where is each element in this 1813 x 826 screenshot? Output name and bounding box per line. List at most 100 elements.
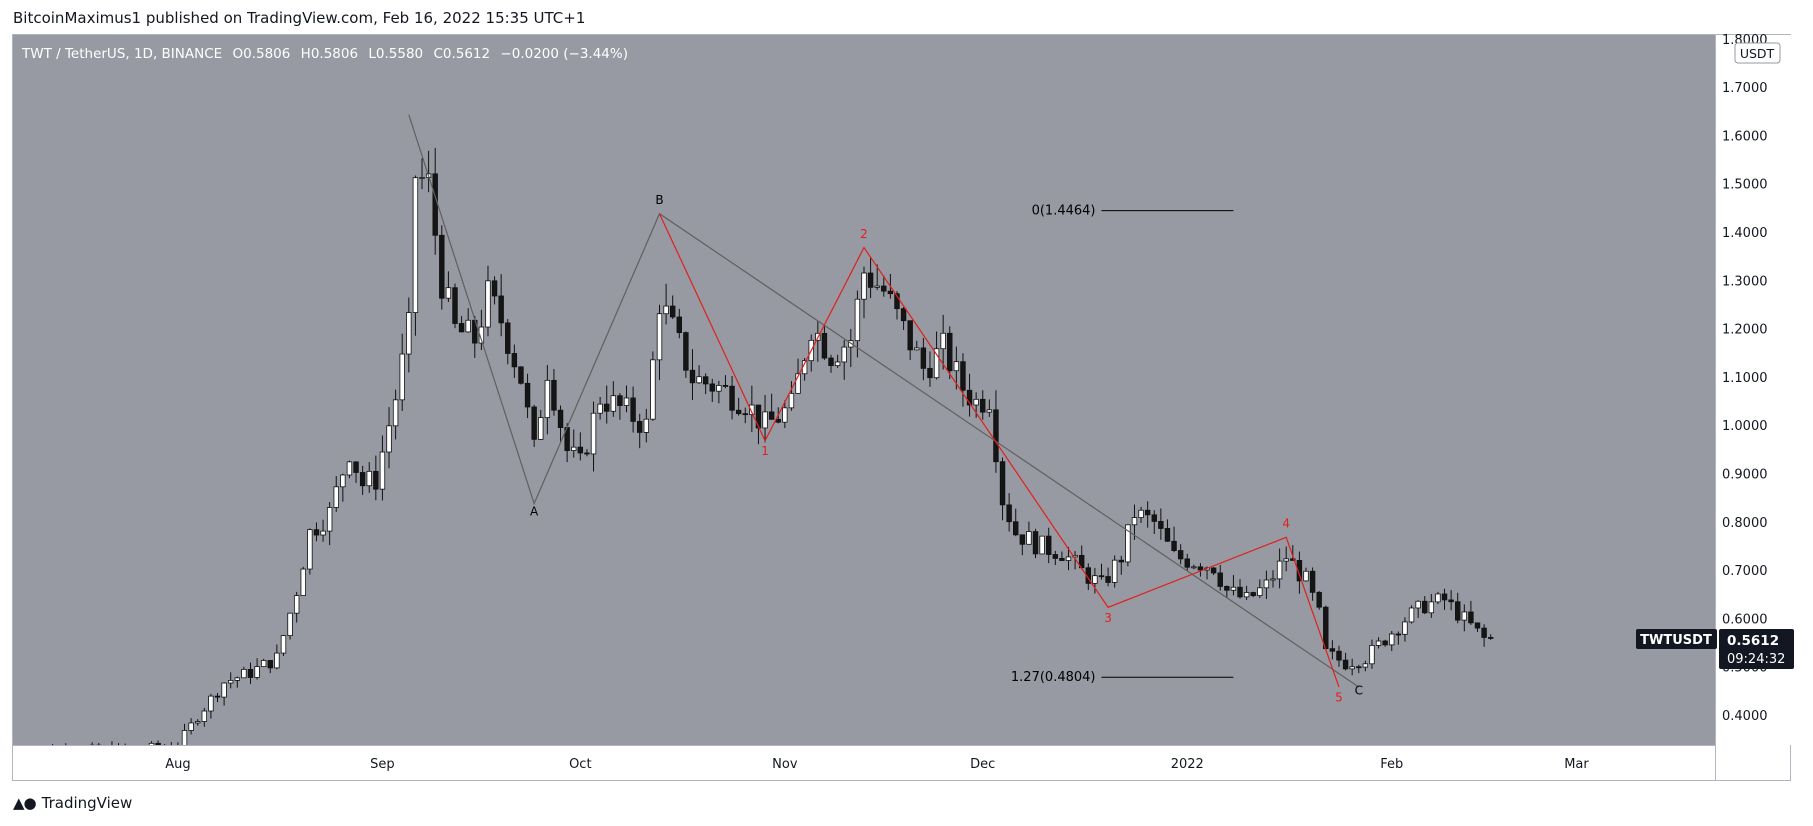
candle-body xyxy=(274,652,280,669)
candle-body xyxy=(1474,622,1481,629)
candle-body xyxy=(544,379,551,419)
impulse-wave-label: 2 xyxy=(860,227,868,241)
high-value: 0.5806 xyxy=(311,46,358,62)
candle-body xyxy=(221,682,227,698)
candle-body xyxy=(894,293,900,310)
y-tick-label: 0.6000 xyxy=(1722,612,1768,627)
candle-body xyxy=(920,347,927,369)
x-tick-label: Nov xyxy=(772,757,798,772)
candle-body xyxy=(505,322,511,354)
impulse-wave-label: 1 xyxy=(761,444,769,458)
fib-levels-layer: 0(1.4464) 1.27(0.4804) xyxy=(1011,204,1234,685)
candle-body xyxy=(1026,531,1032,545)
candle-body xyxy=(571,446,577,451)
plot-area[interactable] xyxy=(13,35,1715,745)
candle-body xyxy=(1382,640,1388,646)
candle-body xyxy=(353,461,359,473)
candle-body xyxy=(597,403,603,414)
symbol-tag-box xyxy=(1636,629,1717,649)
candle-body xyxy=(1158,520,1164,529)
candle-body xyxy=(1448,599,1454,603)
candle-body xyxy=(1356,666,1362,669)
candle-body xyxy=(531,406,537,440)
countdown-label: 09:24:32 xyxy=(1727,652,1785,667)
y-tick-label: 0.8000 xyxy=(1722,516,1768,531)
candle-body xyxy=(1323,606,1329,650)
candle-body xyxy=(1105,576,1111,583)
close-value: 0.5612 xyxy=(443,46,490,62)
candle-body xyxy=(379,451,386,490)
candle-body xyxy=(610,395,617,412)
y-tick-label: 1.7000 xyxy=(1722,81,1768,96)
footer-brand[interactable]: ▲● TradingView xyxy=(13,794,132,812)
candle-body xyxy=(788,392,795,409)
low-label: L xyxy=(368,46,376,62)
unit-badge xyxy=(1734,42,1781,64)
wave-labels-layer: A B C 1 2 3 4 5 xyxy=(530,193,1363,704)
candle-body xyxy=(689,369,696,384)
candle-body xyxy=(1177,550,1184,560)
candle-body xyxy=(986,409,993,413)
candle-body xyxy=(1422,600,1428,614)
candle-body xyxy=(907,320,913,351)
ohlc-legend: TWT / TetherUS, 1D, BINANCE O0.5806 H0.5… xyxy=(21,46,628,62)
candle-body xyxy=(1415,600,1421,609)
candle-body xyxy=(775,418,781,423)
candle-body xyxy=(953,361,960,372)
candle-body xyxy=(749,404,755,416)
candle-body xyxy=(702,376,709,385)
candle-body xyxy=(656,313,663,361)
candle-body xyxy=(927,367,933,379)
candle-body xyxy=(887,290,894,295)
candle-body xyxy=(1144,509,1151,516)
fib-level-label: 0(1.4464) xyxy=(1032,204,1096,219)
candle-body xyxy=(1092,575,1098,584)
candle-body xyxy=(1408,607,1415,623)
candle-body xyxy=(1243,592,1250,598)
candle-body xyxy=(1013,521,1019,536)
candle-body xyxy=(293,595,300,614)
candle-body xyxy=(980,398,986,413)
candle-body xyxy=(1455,601,1461,621)
candle-body xyxy=(636,421,643,433)
candle-body xyxy=(643,418,650,433)
candle-body xyxy=(1296,560,1303,582)
candle-body xyxy=(1197,566,1204,571)
candle-body xyxy=(1402,621,1408,635)
candle-body xyxy=(782,407,788,423)
time-axis[interactable]: Aug Sep Oct Nov Dec 2022 Feb Mar xyxy=(13,745,1715,781)
impulse-wave-line xyxy=(658,213,1340,688)
open-label: O xyxy=(232,46,243,62)
candle-body xyxy=(755,404,762,429)
candle-body xyxy=(1065,556,1072,561)
candle-body xyxy=(1131,517,1138,526)
candle-body xyxy=(1428,601,1435,614)
y-tick-label: 0.9000 xyxy=(1722,468,1768,483)
candle-body xyxy=(1303,570,1309,582)
candle-body xyxy=(933,348,940,379)
candle-body xyxy=(326,507,333,532)
candle-body xyxy=(1191,566,1197,569)
candle-body xyxy=(247,668,254,678)
candle-body xyxy=(551,379,557,411)
low-value: 0.5580 xyxy=(376,46,423,62)
candle-body xyxy=(300,568,306,597)
price-tag-value: 0.5612 xyxy=(1727,633,1779,649)
candle-body xyxy=(465,319,471,333)
abc-wave-label: B xyxy=(655,193,663,207)
y-tick-label: 1.4000 xyxy=(1722,226,1768,241)
candle-body xyxy=(762,411,768,429)
candle-body xyxy=(439,234,445,299)
candle-body xyxy=(1395,633,1402,636)
price-axis[interactable]: 0.40000.50000.60000.70000.80000.90001.00… xyxy=(1715,33,1792,780)
candle-body xyxy=(307,529,313,570)
candle-body xyxy=(1217,572,1223,587)
candle-body xyxy=(1336,650,1342,661)
candle-body xyxy=(366,470,372,487)
publisher-caption: BitcoinMaximus1 published on TradingView… xyxy=(13,9,586,27)
candle-body xyxy=(683,332,689,371)
candle-body xyxy=(650,359,656,420)
candle-body xyxy=(181,730,188,748)
impulse-wave-label: 3 xyxy=(1104,611,1112,625)
